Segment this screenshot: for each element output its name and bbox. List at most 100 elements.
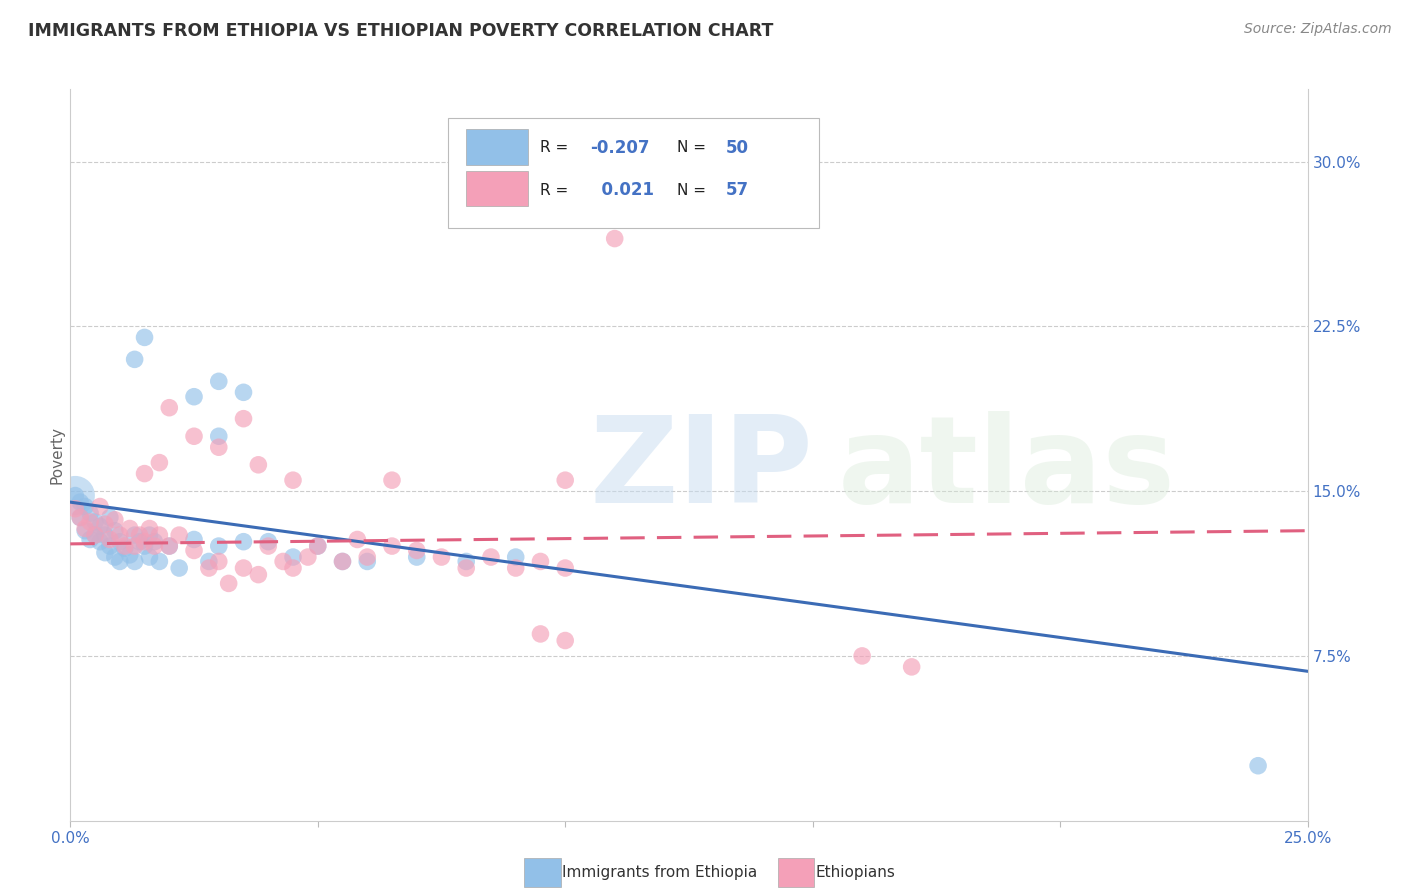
Point (79, 506, 101, 520)
Point (554, 166, 576, 180)
Point (75, 521, 97, 535)
Point (218, 576, 240, 591)
Point (281, 561, 304, 575)
Point (167, 528, 190, 542)
Point (381, 539, 404, 553)
Point (332, 554, 354, 568)
Point (297, 550, 319, 565)
Point (138, 550, 160, 565)
Text: N =: N = (676, 183, 706, 198)
Point (157, 539, 180, 553)
Text: R =: R = (540, 140, 568, 155)
Point (89, 519, 111, 533)
Point (143, 539, 166, 553)
Point (114, 539, 136, 553)
Text: 0.021: 0.021 (591, 181, 654, 199)
Point (124, 352, 146, 367)
Point (505, 561, 527, 575)
Point (529, 554, 551, 568)
Point (94, 517, 117, 532)
Point (65, 501, 87, 516)
Point (381, 473, 404, 487)
Point (456, 561, 478, 575)
Point (281, 550, 304, 565)
Point (65, 489, 87, 503)
Point (143, 534, 166, 549)
Point (554, 633, 576, 648)
Point (479, 550, 502, 565)
Point (65, 489, 87, 503)
Point (134, 539, 156, 553)
Point (198, 554, 221, 568)
Text: 57: 57 (725, 181, 749, 199)
Point (128, 534, 150, 549)
Point (183, 390, 205, 404)
Point (98, 533, 121, 547)
Point (208, 539, 231, 553)
Point (281, 473, 304, 487)
Text: Immigrants from Ethiopia: Immigrants from Ethiopia (562, 865, 758, 880)
Point (430, 550, 453, 565)
Point (69, 495, 91, 509)
Point (405, 543, 427, 558)
Point (138, 528, 160, 542)
Point (79, 533, 101, 547)
Point (104, 524, 127, 538)
Point (208, 440, 231, 454)
Point (851, 648, 873, 663)
Point (232, 385, 254, 400)
Point (118, 548, 141, 562)
Point (69, 510, 91, 524)
Point (405, 550, 427, 565)
Point (157, 401, 180, 415)
Point (69, 510, 91, 524)
Point (148, 528, 170, 542)
Point (208, 554, 231, 568)
Point (94, 546, 117, 560)
FancyBboxPatch shape (467, 171, 529, 206)
Point (356, 554, 378, 568)
Point (134, 534, 156, 549)
Point (79, 515, 101, 529)
Point (124, 539, 146, 553)
Point (89, 500, 111, 514)
Point (89, 534, 111, 549)
Point (75, 524, 97, 538)
Point (94, 528, 117, 542)
Point (529, 627, 551, 641)
Point (124, 528, 146, 542)
Point (98, 510, 121, 524)
Point (346, 533, 368, 547)
Y-axis label: Poverty: Poverty (49, 425, 65, 484)
FancyBboxPatch shape (447, 119, 818, 228)
Point (232, 411, 254, 425)
Point (118, 521, 141, 535)
Point (271, 554, 294, 568)
Point (356, 550, 378, 565)
Point (108, 554, 131, 568)
Point (505, 550, 527, 565)
Point (75, 500, 97, 514)
Point (257, 534, 280, 549)
Point (332, 554, 354, 568)
Point (84, 515, 107, 529)
Point (456, 554, 478, 568)
Point (208, 375, 231, 389)
Point (554, 473, 576, 487)
Point (183, 543, 205, 558)
Point (554, 561, 576, 575)
Text: N =: N = (676, 140, 706, 155)
Point (148, 456, 170, 470)
Point (247, 458, 270, 472)
Point (108, 528, 131, 542)
Point (257, 539, 280, 553)
Text: atlas: atlas (838, 411, 1175, 528)
Point (167, 561, 190, 575)
Text: 50: 50 (725, 139, 749, 157)
Point (104, 550, 127, 565)
Point (900, 660, 922, 674)
Point (124, 554, 146, 568)
Text: Source: ZipAtlas.com: Source: ZipAtlas.com (1244, 22, 1392, 37)
Text: ZIP: ZIP (591, 411, 814, 528)
Point (84, 528, 107, 542)
